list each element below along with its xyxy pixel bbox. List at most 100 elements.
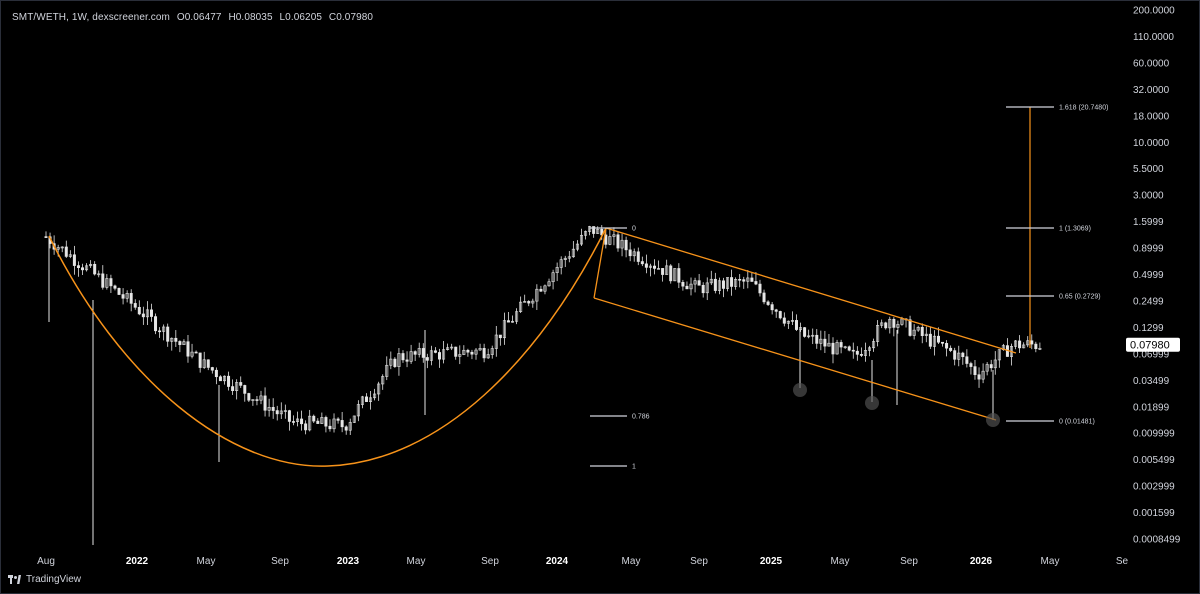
price-tick-label: 18.0000 <box>1133 111 1170 122</box>
candle-body <box>340 420 344 428</box>
price-tick-label: 1.5999 <box>1133 217 1164 228</box>
candle-body <box>746 277 750 282</box>
candle-body <box>271 406 275 411</box>
candle-body <box>831 342 835 355</box>
candle-body <box>588 226 592 232</box>
candle-body <box>628 249 632 257</box>
time-tick-label: May <box>197 556 216 567</box>
candle-body <box>1014 340 1018 347</box>
candle-body <box>344 426 348 431</box>
candle-body <box>186 341 190 357</box>
candle-body <box>685 285 689 290</box>
candle-body <box>945 343 949 349</box>
candle-body <box>790 320 794 322</box>
candle-body <box>145 309 149 318</box>
candle-body <box>900 318 904 325</box>
time-tick-label: Sep <box>900 556 918 567</box>
price-tick-label: 0.001599 <box>1133 508 1175 519</box>
candle-body <box>291 421 295 423</box>
candle-body <box>961 352 965 358</box>
price-tick-label: 0.8999 <box>1133 244 1164 255</box>
candle-body <box>657 268 661 270</box>
candle-body <box>89 263 93 267</box>
candle-body <box>239 382 243 386</box>
channel-upper-line <box>605 227 1017 354</box>
candle-body <box>137 307 141 315</box>
candle-body <box>235 382 239 392</box>
time-tick-label: Aug <box>37 556 55 567</box>
candle-body <box>454 346 458 357</box>
fib-level-label: 0.786 <box>632 414 650 421</box>
candle-body <box>807 335 811 338</box>
time-tick-label: May <box>407 556 426 567</box>
fib-level-label: 0 <box>632 226 636 233</box>
candle-body <box>949 347 953 351</box>
candle-body <box>734 278 738 287</box>
candle-body <box>689 283 693 290</box>
candle-body <box>502 320 506 339</box>
candle-body <box>287 410 291 422</box>
candle-body <box>101 273 105 288</box>
candle-body <box>843 346 847 349</box>
candle-body <box>1038 348 1042 350</box>
candle-body <box>300 418 304 425</box>
candle-body <box>506 320 510 323</box>
candle-body <box>206 359 210 368</box>
candle-body <box>551 272 555 283</box>
fib-level-label: 0.65 (0.2729) <box>1059 294 1101 301</box>
candle-body <box>214 369 218 378</box>
candle-body <box>823 338 827 347</box>
price-tick-label: 10.0000 <box>1133 138 1170 149</box>
candle-body <box>409 351 413 362</box>
fib-level-label: 0 (0.01481) <box>1059 419 1095 426</box>
candle-body <box>847 346 851 351</box>
candle-body <box>981 370 985 380</box>
time-tick-label: 2026 <box>970 556 993 567</box>
candle-body <box>563 257 567 260</box>
candle-body <box>872 341 876 349</box>
candle-body <box>105 278 109 288</box>
channel-left-edge <box>593 227 607 299</box>
candle-body <box>575 243 579 250</box>
candle-body <box>973 366 977 376</box>
candle-body <box>462 349 466 355</box>
candle-body <box>977 374 981 380</box>
candle-body <box>592 226 596 234</box>
candle-body <box>766 301 770 305</box>
candle-body <box>470 351 474 355</box>
candle-body <box>941 341 945 344</box>
candle-body <box>425 357 429 361</box>
candle-body <box>835 342 839 355</box>
candle-body <box>888 318 892 329</box>
candle-body <box>636 251 640 262</box>
candle-body <box>352 415 356 423</box>
last-price-label: 0.07980 <box>1130 340 1170 352</box>
candle-body <box>1018 340 1022 349</box>
candle-body <box>579 234 583 245</box>
close-value: C0.07980 <box>328 12 374 23</box>
candle-body <box>68 254 72 257</box>
candle-body <box>218 376 222 382</box>
fib-level-label: 1.618 (20.7480) <box>1059 105 1108 112</box>
candle-body <box>920 326 924 336</box>
candles-layer <box>44 225 1042 545</box>
candle-body <box>433 350 437 353</box>
high-value: H0.08035 <box>228 12 273 23</box>
candle-body <box>932 335 936 347</box>
candle-body <box>868 347 872 351</box>
candle-body <box>1030 340 1034 345</box>
candle-body <box>515 311 519 322</box>
candle-body <box>348 422 352 431</box>
price-tick-label: 0.005499 <box>1133 455 1175 466</box>
candle-body <box>953 350 957 360</box>
fib-level-label: 1 <box>632 464 636 471</box>
tradingview-logo[interactable]: TradingView <box>8 574 81 585</box>
candle-body <box>762 292 766 303</box>
fib-level-label: 1 (1.3069) <box>1059 226 1091 233</box>
candle-body <box>446 347 450 350</box>
candle-body <box>786 320 790 324</box>
price-axis: 200.0000 110.0000 60.0000 32.0000 18.0000 10.… <box>1126 6 1181 546</box>
candle-body <box>247 393 251 401</box>
touch-point-marker <box>865 396 879 410</box>
